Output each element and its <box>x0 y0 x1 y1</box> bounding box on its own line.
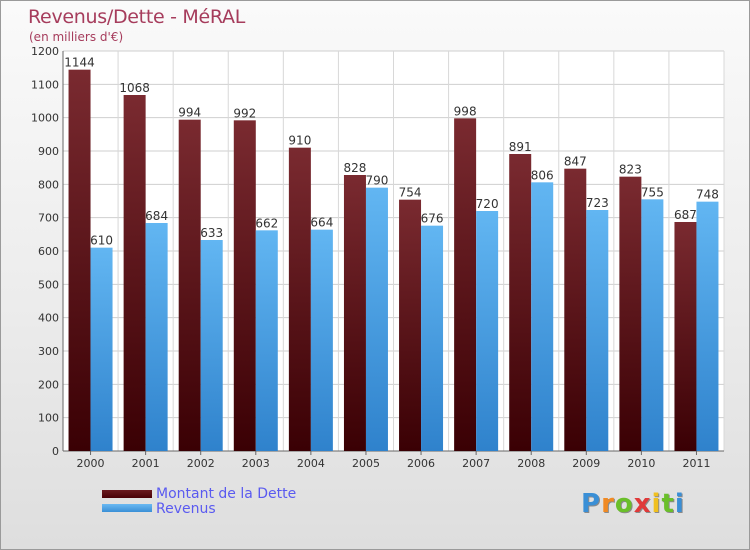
logo-letter: i <box>674 489 685 519</box>
x-tick-label: 2006 <box>407 457 435 470</box>
logo-letter: i <box>651 489 662 519</box>
chart-title: Revenus/Dette - MéRAL <box>28 6 245 28</box>
bar-debt <box>454 118 477 451</box>
value-label: 684 <box>145 209 168 223</box>
bar-debt <box>564 168 587 451</box>
x-tick-label: 2008 <box>517 457 545 470</box>
bars <box>68 69 719 452</box>
x-tick-label: 2002 <box>187 457 215 470</box>
y-tick-label: 1200 <box>31 45 59 58</box>
value-label: 1068 <box>119 81 150 95</box>
legend-swatch-debt <box>102 490 152 498</box>
value-label: 720 <box>476 197 499 211</box>
logo-letter: P <box>581 489 602 519</box>
axes: 0 100 200 300 400 500 600 700 800 900 1000 1100 1200… <box>31 45 724 470</box>
bar-debt <box>178 119 201 452</box>
value-label: 992 <box>233 106 256 120</box>
bar-revenue <box>641 199 664 451</box>
legend-label-debt: Montant de la Dette <box>156 486 297 502</box>
bar-debt <box>619 176 642 451</box>
value-label: 633 <box>200 226 223 240</box>
value-label: 754 <box>399 186 422 200</box>
bar-debt <box>68 69 91 452</box>
y-tick-label: 1100 <box>31 78 59 91</box>
x-tick-label: 2011 <box>682 457 710 470</box>
x-tick-label: 2003 <box>242 457 270 470</box>
y-tick-label: 1000 <box>31 112 59 125</box>
bar-debt <box>399 199 422 451</box>
bar-revenue <box>200 240 223 451</box>
value-label: 828 <box>344 161 367 175</box>
x-tick-label: 2001 <box>132 457 160 470</box>
logo-letter: t <box>661 489 675 519</box>
x-tick-label: 2005 <box>352 457 380 470</box>
bar-debt <box>509 154 532 451</box>
bar-revenue <box>145 223 168 451</box>
y-tick-label: 600 <box>38 245 59 258</box>
x-tick-label: 2009 <box>572 457 600 470</box>
x-tick-label: 2000 <box>77 457 105 470</box>
y-tick-label: 700 <box>38 212 59 225</box>
y-tick-label: 400 <box>38 312 59 325</box>
bar-revenue <box>476 211 499 451</box>
value-label: 748 <box>696 188 719 202</box>
value-label: 610 <box>90 234 113 248</box>
value-label: 723 <box>586 196 609 210</box>
x-tick-label: 2007 <box>462 457 490 470</box>
bar-debt <box>343 175 366 451</box>
logo-letter: o <box>614 489 634 519</box>
logo-letter: r <box>601 489 615 519</box>
value-label: 1144 <box>64 56 95 70</box>
value-label: 806 <box>531 168 554 182</box>
value-label: 823 <box>619 163 642 177</box>
bar-revenue <box>586 210 609 451</box>
value-label: 998 <box>454 104 477 118</box>
logo-letter: x <box>633 489 652 519</box>
bar-debt <box>674 222 697 451</box>
value-label: 790 <box>366 174 389 188</box>
x-tick-label: 2004 <box>297 457 325 470</box>
bar-revenue <box>255 230 278 451</box>
y-tick-label: 0 <box>52 445 59 458</box>
value-label: 664 <box>310 216 333 230</box>
bar-revenue <box>90 247 113 451</box>
x-tick-label: 2010 <box>627 457 655 470</box>
value-label: 910 <box>288 134 311 148</box>
value-label: 755 <box>641 185 664 199</box>
value-label: 662 <box>255 216 278 230</box>
bar-debt <box>123 95 146 451</box>
legend-label-revenue: Revenus <box>156 501 216 517</box>
bar-debt <box>233 120 256 451</box>
bar-debt <box>288 147 311 451</box>
value-label: 994 <box>178 106 201 120</box>
y-tick-label: 900 <box>38 145 59 158</box>
legend-swatch-revenue <box>102 504 152 512</box>
bar-revenue <box>421 225 444 451</box>
bar-revenue <box>365 187 388 451</box>
bar-revenue <box>531 182 554 452</box>
chart-subtitle: (en milliers d'€) <box>29 30 124 44</box>
bar-revenue <box>310 229 333 451</box>
y-tick-label: 200 <box>38 378 59 391</box>
value-label: 676 <box>421 212 444 226</box>
value-label: 891 <box>509 140 532 154</box>
y-tick-label: 100 <box>38 412 59 425</box>
value-label: 847 <box>564 155 587 169</box>
value-label: 687 <box>674 208 697 222</box>
y-tick-label: 300 <box>38 345 59 358</box>
y-tick-label: 800 <box>38 178 59 191</box>
bar-revenue <box>696 201 719 451</box>
y-tick-label: 500 <box>38 278 59 291</box>
grid-lines <box>62 50 725 452</box>
proxiti-logo: Proxiti <box>581 489 685 519</box>
